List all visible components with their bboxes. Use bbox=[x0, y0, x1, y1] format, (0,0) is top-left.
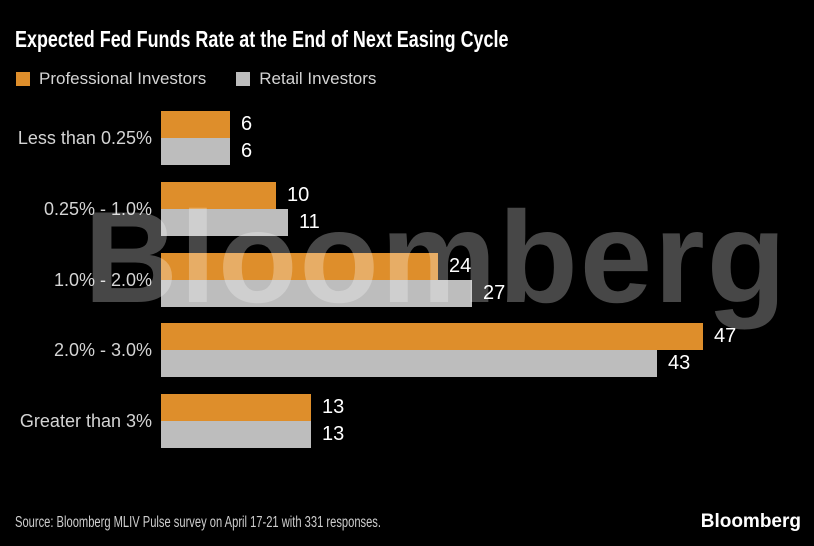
bar-retail bbox=[161, 280, 472, 307]
bar-value-label: 11 bbox=[299, 211, 320, 233]
bar-value-label: 6 bbox=[241, 113, 253, 135]
bar-value-label: 24 bbox=[449, 255, 472, 277]
chart-title: Expected Fed Funds Rate at the End of Ne… bbox=[15, 26, 509, 52]
bar-professional bbox=[161, 323, 703, 350]
bar-professional bbox=[161, 253, 438, 280]
bar-retail bbox=[161, 421, 311, 448]
bar-value-label: 43 bbox=[668, 352, 691, 374]
bar-retail bbox=[161, 138, 230, 165]
bar-professional bbox=[161, 394, 311, 421]
legend-swatch-professional-icon bbox=[16, 72, 30, 86]
legend-swatch-retail-icon bbox=[236, 72, 251, 86]
legend-label-professional: Professional Investors bbox=[39, 69, 207, 88]
legend-item-retail: Retail Investors bbox=[236, 70, 376, 88]
bar-value-label: 47 bbox=[714, 325, 737, 347]
legend-item-professional: Professional Investors bbox=[16, 70, 206, 88]
bar-professional bbox=[161, 111, 230, 138]
category-label: 2.0% - 3.0% bbox=[53, 340, 152, 360]
bar-professional bbox=[161, 182, 276, 209]
bar-retail bbox=[161, 350, 657, 377]
source-note: Source: Bloomberg MLIV Pulse survey on A… bbox=[15, 514, 381, 531]
category-label: Less than 0.25% bbox=[17, 128, 152, 148]
bar-value-label: 6 bbox=[241, 140, 253, 162]
bloomberg-logo: Bloomberg bbox=[700, 511, 801, 532]
category-label: Greater than 3% bbox=[19, 411, 152, 431]
legend: Professional Investors Retail Investors bbox=[16, 70, 376, 88]
bar-value-label: 13 bbox=[322, 396, 345, 418]
bar-value-label: 13 bbox=[322, 423, 345, 445]
category-label: 0.25% - 1.0% bbox=[43, 199, 152, 219]
bar-value-label: 27 bbox=[483, 282, 506, 304]
bar-retail bbox=[161, 209, 288, 236]
bar-value-label: 10 bbox=[287, 184, 310, 206]
legend-label-retail: Retail Investors bbox=[259, 69, 377, 88]
category-label: 1.0% - 2.0% bbox=[53, 270, 152, 290]
